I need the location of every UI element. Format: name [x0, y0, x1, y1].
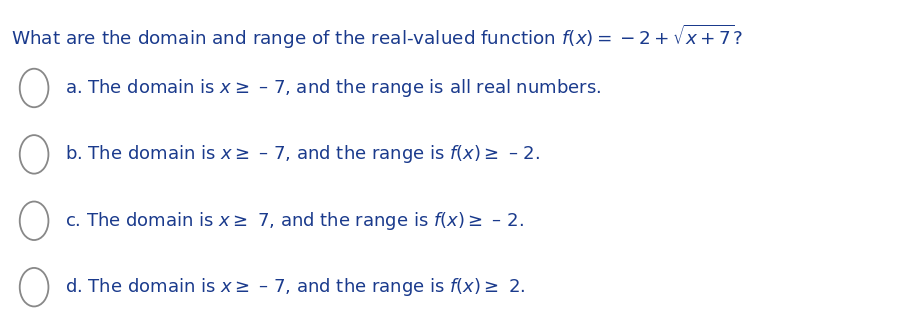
Text: a. The domain is $x \geq$ – 7, and the range is all real numbers.: a. The domain is $x \geq$ – 7, and the r…: [65, 77, 601, 99]
Text: What are the domain and range of the real-valued function $f(x) = -2 + \sqrt{x+7: What are the domain and range of the rea…: [11, 23, 743, 51]
Text: b. The domain is $x \geq$ – 7, and the range is $f(x) \geq$ – 2.: b. The domain is $x \geq$ – 7, and the r…: [65, 143, 540, 165]
Text: d. The domain is $x \geq$ – 7, and the range is $f(x) \geq$ 2.: d. The domain is $x \geq$ – 7, and the r…: [65, 276, 525, 298]
Text: c. The domain is $x \geq$ 7, and the range is $f(x) \geq$ – 2.: c. The domain is $x \geq$ 7, and the ran…: [65, 210, 524, 232]
